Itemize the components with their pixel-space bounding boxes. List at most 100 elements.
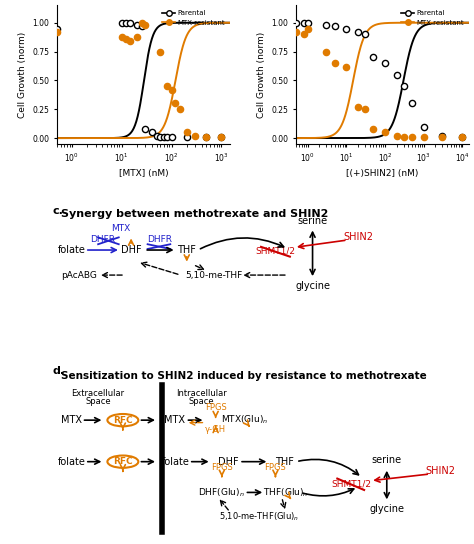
Point bbox=[157, 133, 164, 141]
Y-axis label: Cell Growth (norm): Cell Growth (norm) bbox=[257, 32, 266, 118]
Point bbox=[438, 132, 446, 140]
Text: 5,10-me-THF(Glu)$_n$: 5,10-me-THF(Glu)$_n$ bbox=[219, 510, 299, 523]
Point bbox=[393, 132, 401, 140]
Point bbox=[304, 24, 311, 33]
Point bbox=[138, 18, 146, 27]
Point bbox=[133, 32, 140, 41]
Point bbox=[127, 18, 134, 27]
Point bbox=[304, 18, 311, 27]
Point bbox=[292, 28, 300, 36]
Point bbox=[459, 133, 466, 141]
Point bbox=[183, 128, 191, 137]
Text: Intracellular: Intracellular bbox=[176, 390, 227, 398]
Point bbox=[438, 133, 446, 141]
Point bbox=[142, 125, 149, 133]
Point bbox=[343, 24, 350, 33]
Text: folate: folate bbox=[57, 456, 85, 467]
Text: THF: THF bbox=[275, 456, 294, 467]
Text: FPGS: FPGS bbox=[211, 463, 233, 472]
Point bbox=[361, 105, 369, 114]
Y-axis label: Cell Growth (norm): Cell Growth (norm) bbox=[18, 32, 27, 118]
Point bbox=[354, 103, 362, 112]
Text: MTX: MTX bbox=[164, 415, 185, 425]
Point bbox=[142, 21, 149, 29]
Text: FPGS: FPGS bbox=[205, 403, 227, 412]
Point bbox=[160, 133, 168, 141]
X-axis label: [(+)SHIN2] (nM): [(+)SHIN2] (nM) bbox=[346, 169, 419, 178]
Point bbox=[138, 22, 146, 30]
Point bbox=[322, 47, 330, 56]
X-axis label: [MTX] (nM): [MTX] (nM) bbox=[118, 169, 168, 178]
Text: DHF(Glu)$_n$: DHF(Glu)$_n$ bbox=[199, 486, 245, 499]
Point bbox=[408, 133, 416, 141]
Point bbox=[218, 133, 225, 141]
Text: DHF: DHF bbox=[218, 456, 238, 467]
Point bbox=[218, 133, 225, 141]
Text: SHMT1/2: SHMT1/2 bbox=[255, 247, 295, 256]
Text: serine: serine bbox=[298, 216, 328, 226]
Point bbox=[400, 133, 407, 141]
Point bbox=[300, 18, 308, 27]
Text: Sensitization to SHIN2 induced by resistance to methotrexate: Sensitization to SHIN2 induced by resist… bbox=[61, 371, 427, 381]
Point bbox=[300, 30, 308, 39]
Text: FPGS: FPGS bbox=[264, 463, 286, 472]
Point bbox=[354, 28, 362, 36]
Point bbox=[168, 133, 175, 141]
Text: MTX(Glu)$_n$: MTX(Glu)$_n$ bbox=[221, 414, 268, 426]
Point bbox=[370, 125, 377, 133]
Point bbox=[381, 59, 389, 67]
Legend: Parental, MTX-resistant: Parental, MTX-resistant bbox=[400, 9, 466, 27]
Text: serine: serine bbox=[372, 455, 402, 465]
Point bbox=[133, 21, 140, 29]
Text: DHFR: DHFR bbox=[147, 235, 173, 244]
Point bbox=[153, 132, 160, 140]
Text: SHIN2: SHIN2 bbox=[343, 232, 373, 242]
Point bbox=[53, 24, 61, 33]
Legend: Parental, MTX-resistant: Parental, MTX-resistant bbox=[161, 9, 227, 27]
Point bbox=[183, 133, 191, 141]
Point bbox=[176, 105, 184, 114]
Point bbox=[202, 133, 210, 141]
Point bbox=[381, 128, 389, 137]
Text: Space: Space bbox=[188, 397, 214, 406]
Point bbox=[370, 53, 377, 61]
Text: γ-GH: γ-GH bbox=[205, 425, 226, 435]
Text: glycine: glycine bbox=[295, 281, 330, 290]
Point bbox=[400, 82, 407, 90]
Text: c.: c. bbox=[53, 206, 64, 216]
Text: RFC: RFC bbox=[113, 416, 133, 425]
Text: MTX: MTX bbox=[111, 224, 130, 233]
Text: RFC: RFC bbox=[113, 457, 133, 466]
Text: d.: d. bbox=[53, 366, 65, 376]
Point bbox=[361, 30, 369, 39]
Point bbox=[331, 22, 338, 30]
Text: THF: THF bbox=[177, 245, 196, 255]
Point bbox=[459, 133, 466, 141]
Point bbox=[191, 132, 199, 140]
Point bbox=[343, 62, 350, 71]
Text: MTX: MTX bbox=[61, 415, 82, 425]
Text: folate: folate bbox=[57, 245, 85, 255]
Point bbox=[202, 133, 210, 141]
Point bbox=[292, 18, 300, 27]
Point bbox=[393, 70, 401, 79]
Point bbox=[420, 122, 428, 131]
Text: DHFR: DHFR bbox=[90, 235, 115, 244]
Text: Synergy between methotrexate and SHIN2: Synergy between methotrexate and SHIN2 bbox=[61, 209, 328, 219]
Text: SHMT1/2: SHMT1/2 bbox=[332, 479, 372, 489]
Point bbox=[163, 133, 171, 141]
Point bbox=[122, 18, 129, 27]
Point bbox=[172, 99, 179, 108]
Text: folate: folate bbox=[162, 456, 190, 467]
Point bbox=[148, 128, 155, 137]
Point bbox=[122, 34, 129, 43]
Text: DHF: DHF bbox=[121, 245, 141, 255]
Point bbox=[163, 82, 171, 90]
Text: THF(Glu)$_n$: THF(Glu)$_n$ bbox=[263, 486, 309, 499]
Point bbox=[53, 28, 61, 36]
Text: SHIN2: SHIN2 bbox=[425, 466, 456, 476]
Point bbox=[157, 47, 164, 56]
Point bbox=[168, 85, 175, 94]
Point bbox=[331, 59, 338, 67]
Text: Space: Space bbox=[85, 397, 111, 406]
